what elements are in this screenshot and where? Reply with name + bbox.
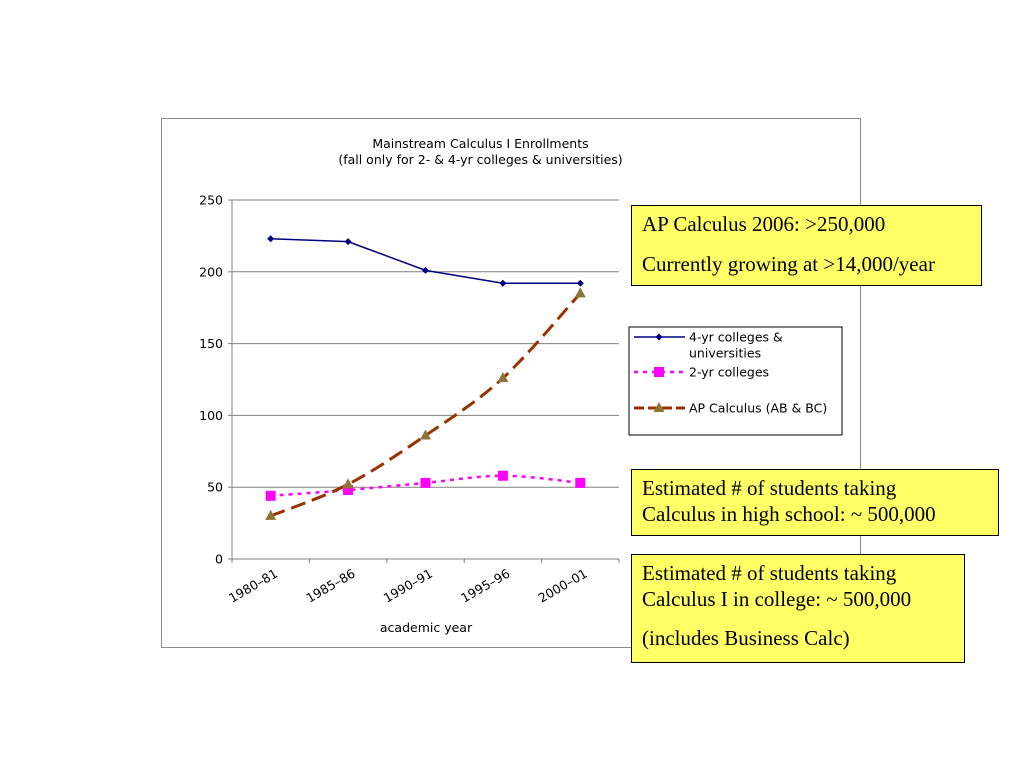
legend-box (628, 326, 843, 436)
data-point (575, 477, 586, 488)
data-point (420, 477, 431, 488)
y-tick-label: 50 (207, 480, 223, 495)
note-high-school: Estimated # of students taking Calculus … (631, 469, 999, 536)
data-point (422, 266, 429, 274)
note-ap-line2: Currently growing at >14,000/year (642, 251, 935, 276)
x-tick-label: 1980–81 (226, 566, 280, 606)
note-college-line1: Estimated # of students taking (642, 561, 897, 585)
x-tick-label: 1985–86 (303, 566, 357, 606)
data-point (267, 235, 275, 243)
data-point (420, 429, 431, 440)
note-college: Estimated # of students taking Calculus … (631, 554, 965, 663)
legend-label: 2-yr colleges (689, 365, 769, 380)
data-point (497, 470, 508, 481)
legend-label: universities (689, 346, 761, 361)
note-ap-calculus: AP Calculus 2006: >250,000 Currently gro… (631, 205, 982, 286)
y-tick-label: 150 (199, 336, 223, 351)
data-point (344, 238, 352, 246)
legend-label: AP Calculus (AB & BC) (689, 401, 827, 416)
y-tick-label: 250 (199, 193, 223, 208)
data-point (654, 367, 664, 377)
y-tick-label: 100 (199, 408, 223, 423)
series-line (270, 238, 581, 285)
chart-title: Mainstream Calculus I Enrollments (372, 136, 588, 151)
chart-svg: Mainstream Calculus I Enrollments(fall o… (199, 136, 843, 635)
data-point (576, 279, 584, 287)
data-point (653, 402, 665, 412)
data-point (342, 478, 354, 489)
x-axis-label: academic year (380, 620, 473, 635)
note-college-line2: Calculus I in college: ~ 500,000 (642, 586, 912, 611)
legend-label: 4-yr colleges & (689, 330, 783, 345)
note-ap-line1: AP Calculus 2006: >250,000 (642, 212, 886, 236)
chart-subtitle: (fall only for 2- & 4-yr colleges & univ… (338, 152, 622, 167)
note-college-line3: (includes Business Calc) (642, 626, 850, 651)
data-point (343, 485, 354, 496)
note-hs-line1: Estimated # of students taking (642, 476, 897, 500)
data-point (497, 372, 509, 383)
note-hs-line2: Calculus in high school: ~ 500,000 (642, 501, 936, 526)
x-tick-label: 2000–01 (536, 566, 590, 606)
data-point (265, 509, 277, 520)
data-point (655, 333, 663, 341)
x-tick-label: 1990–91 (381, 566, 435, 606)
x-tick-label: 1995–96 (458, 566, 512, 606)
y-tick-label: 0 (215, 552, 223, 567)
y-tick-label: 200 (199, 264, 223, 279)
series-line (270, 292, 582, 518)
data-point (265, 490, 276, 501)
data-point (499, 279, 507, 287)
data-point (574, 287, 586, 298)
